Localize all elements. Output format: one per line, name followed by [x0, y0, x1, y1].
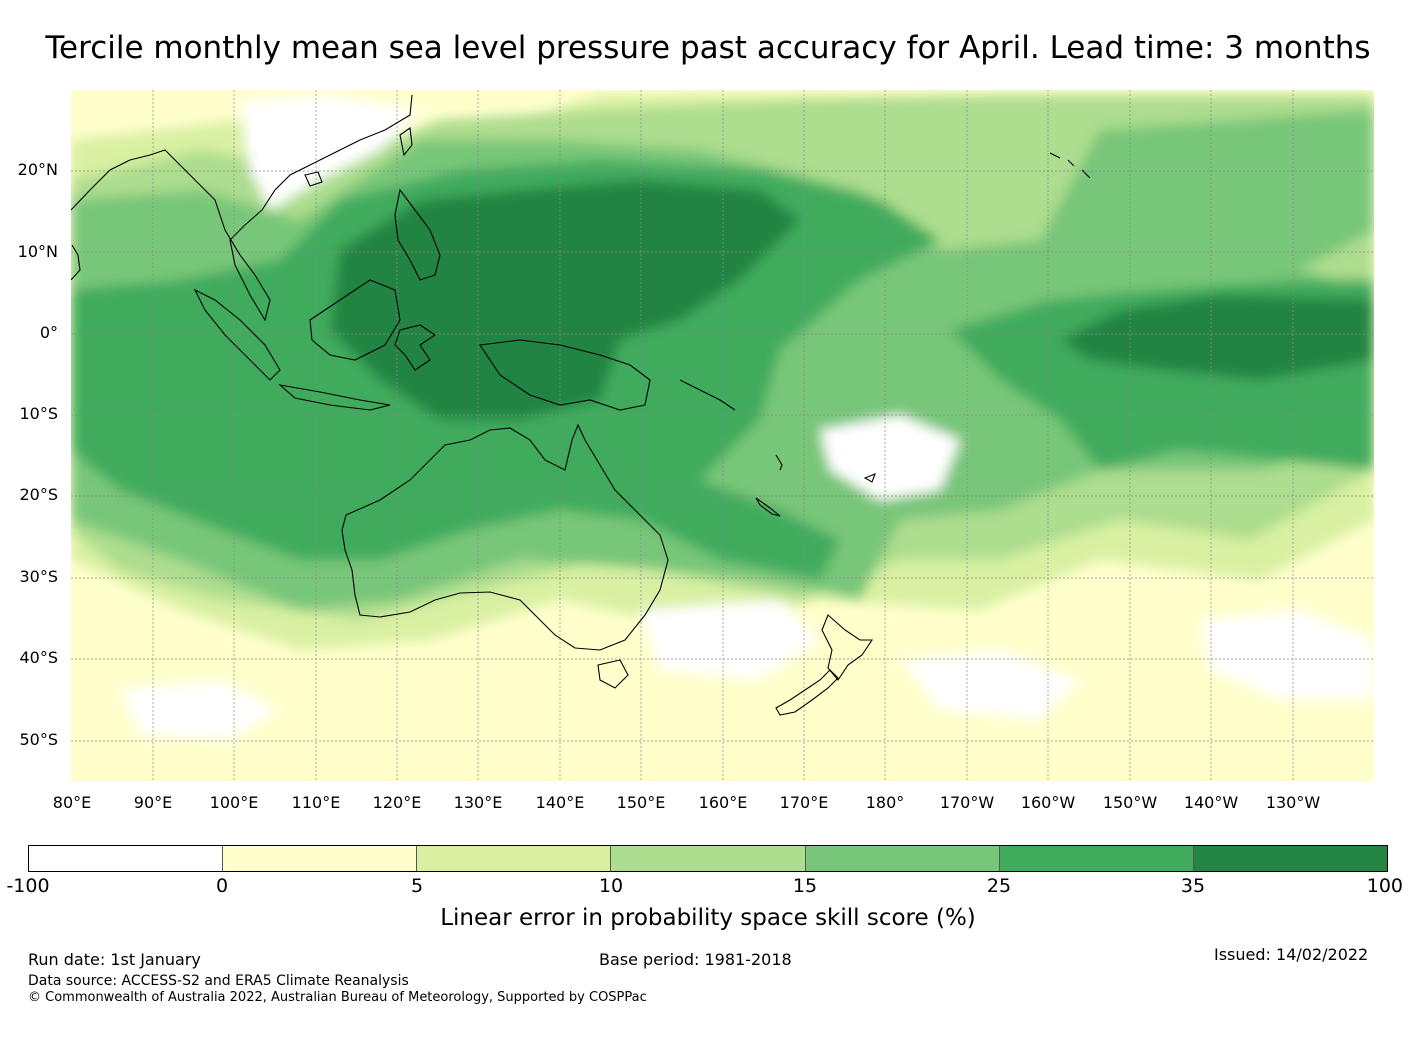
graticule — [71, 90, 1374, 781]
colorbar-tick: 100 — [1366, 875, 1403, 897]
skill-zone-35-100-east — [1060, 295, 1374, 380]
colorbar-tick: 25 — [986, 875, 1012, 897]
data-source: Data source: ACCESS-S2 and ERA5 Climate … — [28, 973, 409, 989]
colorbar-tick: 15 — [792, 875, 818, 897]
colorbar-segment — [223, 846, 418, 871]
skill-zone-negative-tropical — [820, 415, 960, 500]
skill-zone-35-100 — [330, 180, 800, 420]
lat-label-20s: 20°S — [19, 485, 58, 504]
lat-label-10n: 10°N — [17, 242, 58, 261]
lat-label-10s: 10°S — [19, 404, 58, 423]
coastline-new-guinea — [479, 339, 651, 411]
colorbar-segment — [1193, 846, 1387, 871]
skill-score-map — [71, 90, 1374, 781]
lon-label-140w: 140°W — [1183, 793, 1239, 812]
colorbar-segment — [611, 846, 806, 871]
lon-label-100e: 100°E — [209, 793, 259, 812]
colorbar-tick: 10 — [598, 875, 624, 897]
lon-label-90e: 90°E — [133, 793, 173, 812]
lon-label-150w: 150°W — [1102, 793, 1158, 812]
colorbar-segment — [29, 846, 224, 871]
colorbar-segment — [999, 846, 1194, 871]
lat-label-0: 0° — [39, 323, 58, 342]
coastline-java — [278, 384, 391, 411]
map-title: Tercile monthly mean sea level pressure … — [45, 30, 1371, 66]
coastline-new-caledonia — [755, 497, 781, 517]
coastline-fiji — [863, 473, 876, 483]
coastline-india-east — [71, 244, 81, 281]
coastline-tasmania — [597, 659, 629, 689]
colorbar-tick: -100 — [6, 875, 50, 897]
skill-zone-negative-south-3 — [1200, 610, 1374, 700]
skill-zone-negative-south-1 — [640, 600, 820, 680]
colorbar-segment — [417, 846, 612, 871]
lat-label-50s: 50°S — [19, 730, 58, 749]
lon-label-160e: 160°E — [698, 793, 748, 812]
lon-label-120e: 120°E — [372, 793, 422, 812]
coastline-taiwan — [399, 127, 413, 157]
coastline-sulawesi — [394, 324, 436, 371]
colorbar-segment — [805, 846, 1000, 871]
lat-label-20n: 20°N — [17, 160, 58, 179]
coastline-solomons — [679, 379, 736, 411]
coastline-south-island-nz — [775, 669, 839, 716]
lon-label-180: 180° — [865, 793, 905, 812]
lon-label-170e: 170°E — [779, 793, 829, 812]
coastline-australia — [341, 423, 669, 651]
coastline-borneo — [309, 279, 401, 361]
coastline-mainland-asia — [71, 94, 413, 322]
skill-zone-negative-south-2 — [900, 650, 1080, 720]
run-date: Run date: 1st January — [28, 950, 201, 969]
lon-label-110e: 110°E — [291, 793, 341, 812]
coastline-sumatra — [193, 288, 281, 381]
skill-zone-negative-south-4 — [120, 680, 280, 740]
coastline-hainan — [304, 171, 323, 187]
lat-label-40s: 40°S — [19, 648, 58, 667]
coastline-vanuatu — [775, 454, 783, 471]
lon-label-150e: 150°E — [616, 793, 666, 812]
lon-label-130e: 130°E — [453, 793, 503, 812]
lon-label-130w: 130°W — [1265, 793, 1321, 812]
colorbar-tick: 35 — [1180, 875, 1206, 897]
coastline-hawaii — [1049, 152, 1091, 179]
lon-label-170w: 170°W — [939, 793, 995, 812]
coastline-north-island-nz — [821, 614, 874, 681]
lon-label-140e: 140°E — [535, 793, 585, 812]
issued-date: Issued: 14/02/2022 — [1214, 945, 1369, 964]
lon-label-80e: 80°E — [52, 793, 92, 812]
skill-zone-negative-asia — [240, 95, 420, 210]
colorbar-tick: 5 — [410, 875, 424, 897]
coastlines — [71, 94, 1091, 716]
coastline-philippines — [394, 188, 441, 281]
colorbar-tick: 0 — [215, 875, 229, 897]
lon-label-160w: 160°W — [1020, 793, 1076, 812]
colorbar-label: Linear error in probability space skill … — [440, 905, 976, 931]
lat-label-30s: 30°S — [19, 567, 58, 586]
colorbar — [28, 845, 1388, 872]
copyright: © Commonwealth of Australia 2022, Austra… — [28, 990, 647, 1005]
base-period: Base period: 1981-2018 — [599, 950, 792, 969]
